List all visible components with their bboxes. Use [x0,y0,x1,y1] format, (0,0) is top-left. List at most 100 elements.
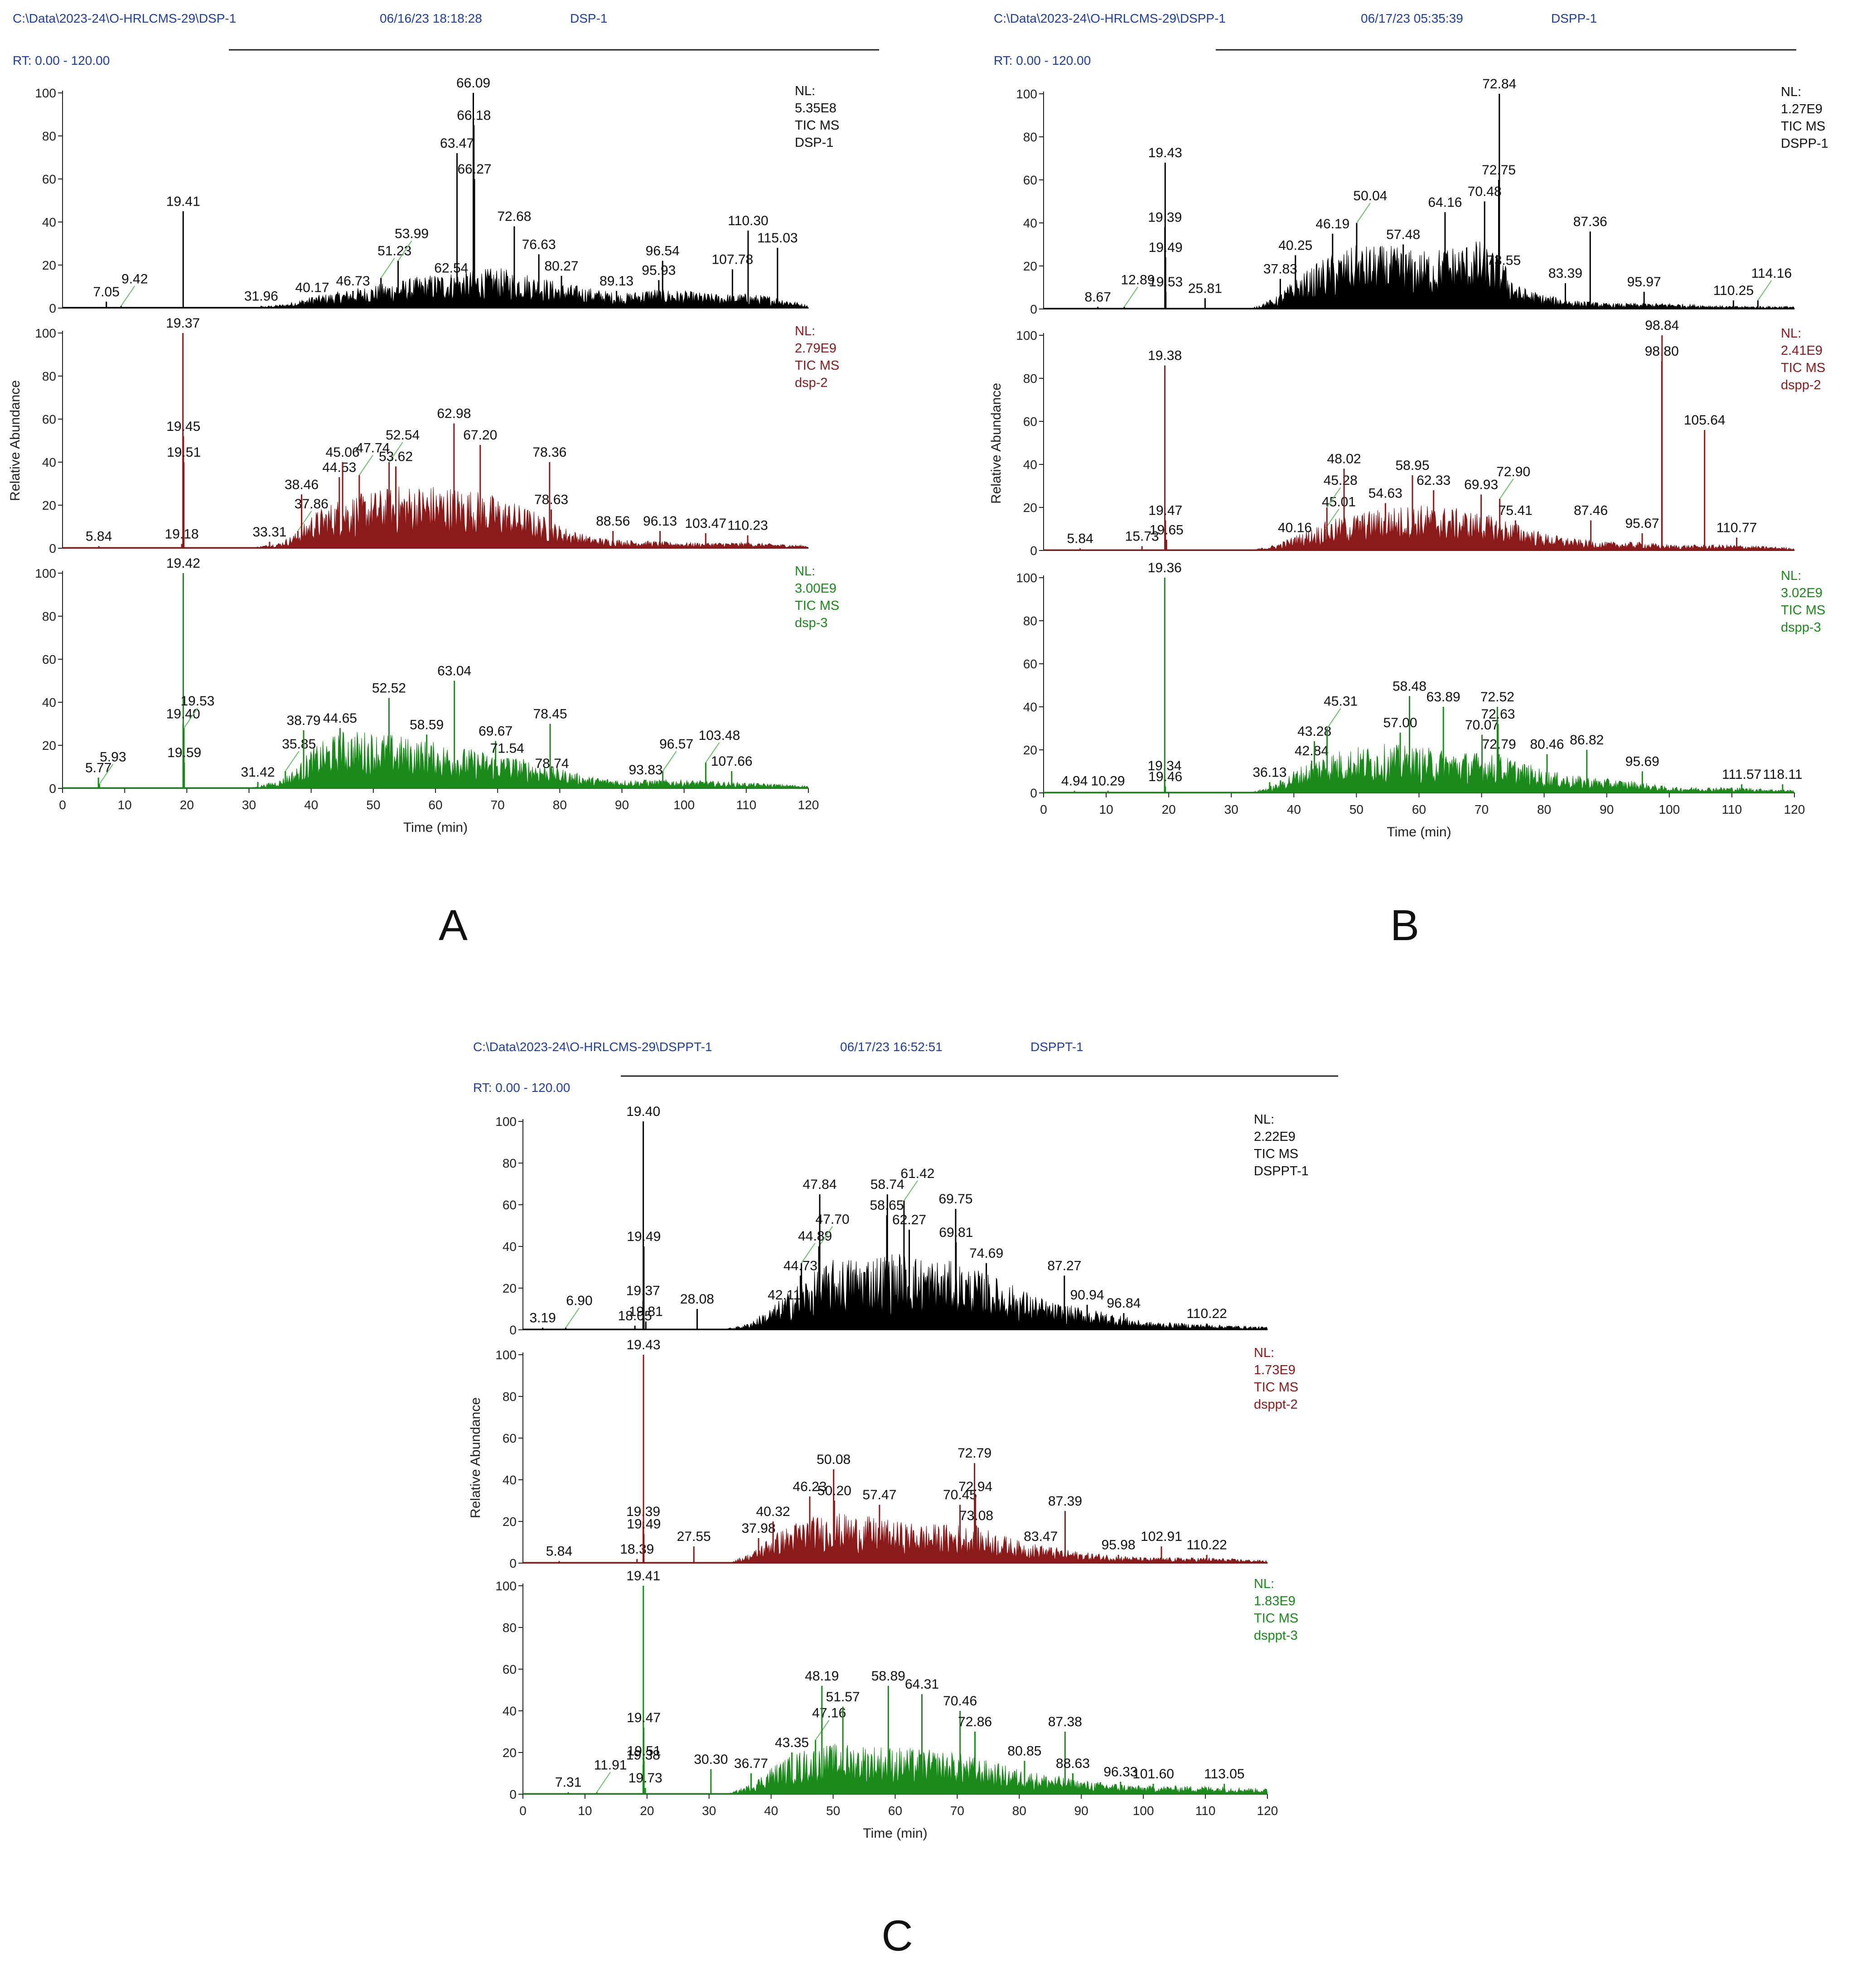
label-leader [359,454,373,476]
peak-label: 19.51 [627,1743,661,1758]
y-tick-label: 60 [1023,657,1037,671]
x-axis-label: Time (min) [1387,825,1451,840]
peak-label: 71.54 [490,741,524,756]
peak-label: 69.67 [479,724,513,739]
baseline-envelope [63,487,809,549]
x-tick-label: 30 [1224,802,1238,816]
sample-name: dsp-2 [795,376,828,390]
peak-label: 8.67 [1085,290,1111,304]
x-tick-label: 90 [615,798,629,812]
baseline-envelope [1044,744,1795,793]
peak-label: 15.73 [1125,529,1159,544]
peak-label: 19.59 [167,745,201,760]
trace-dsppt-3: 0204060801007.3111.9119.3819.4119.4719.5… [495,1569,1298,1841]
y-tick-label: 60 [42,412,56,426]
peak-label: 110.25 [1713,283,1754,298]
peak-label: 42.84 [1295,744,1329,758]
peak-label: 44.53 [322,460,356,475]
peak-label: 75.41 [1499,503,1533,518]
peak-label: 72.90 [1496,464,1530,479]
x-tick-label: 10 [578,1804,592,1818]
peak-label: 72.52 [1480,690,1514,705]
peak-label: 72.84 [1482,77,1516,92]
nl-value: 1.73E9 [1254,1363,1296,1377]
x-axis-label: Time (min) [403,820,468,835]
sample-name: dsp-3 [795,616,828,630]
peak-label: 6.90 [566,1293,592,1308]
peak-label: 19.38 [1148,348,1182,363]
y-tick-label: 0 [1030,544,1037,558]
peak-label: 67.20 [463,428,497,443]
peak-label: 105.64 [1684,413,1726,428]
peak-label: 62.98 [437,406,471,421]
y-tick-label: 0 [49,541,56,555]
peak-label: 96.13 [643,514,677,529]
x-tick-label: 80 [1537,802,1551,816]
peak-label: 19.43 [1148,145,1182,160]
x-tick-label: 0 [519,1804,527,1818]
x-tick-label: 110 [736,798,757,812]
baseline-envelope [63,732,809,789]
peak-label: 19.53 [180,694,214,709]
peak-label: 19.18 [165,527,199,542]
peak-label: 72.79 [957,1446,991,1461]
x-axis-label: Time (min) [863,1826,927,1841]
peak-label: 4.94 [1061,773,1088,788]
panel-label: B [1390,901,1419,950]
y-tick-label: 0 [49,301,56,315]
sample-name: dspp-3 [1781,620,1821,635]
panel-c: C:\Data\2023-24\O-HRLCMS-29\DSPPT-1 06/17… [468,1040,1338,1960]
y-tick-label: 0 [49,782,56,796]
peak-label: 19.43 [626,1337,660,1352]
peak-label: 40.32 [756,1504,790,1519]
peak-label: 18.39 [620,1542,654,1557]
peak-label: 19.73 [629,1771,662,1786]
scan-mode: TIC MS [1781,361,1825,375]
peak-label: 36.77 [734,1756,768,1771]
x-tick-label: 120 [798,798,819,812]
nl-value: 3.02E9 [1781,586,1823,600]
label-leader [121,285,135,306]
peak-label: 103.47 [685,516,726,531]
peak-label: 50.08 [817,1452,851,1467]
header-path: C:\Data\2023-24\O-HRLCMS-29\DSP-1 [13,11,236,25]
peak-label: 90.94 [1070,1288,1104,1303]
peak-label: 76.63 [522,237,556,252]
peak-label: 101.60 [1132,1767,1174,1782]
header-path: C:\Data\2023-24\O-HRLCMS-29\DSPP-1 [994,11,1226,25]
label-leader [388,442,403,463]
peak-label: 96.33 [1103,1764,1137,1779]
sample-name: dspp-2 [1781,378,1821,392]
peak-label: 5.84 [86,529,112,544]
peak-label: 43.28 [1297,724,1331,739]
peak-label: 3.19 [529,1310,556,1325]
panel-b: C:\Data\2023-24\O-HRLCMS-29\DSPP-1 06/17/… [989,11,1828,950]
y-tick-label: 80 [1023,614,1037,628]
peak-label: 87.36 [1573,214,1607,229]
peak-label: 69.75 [938,1192,972,1207]
peak-label: 87.38 [1048,1714,1082,1729]
peak-label: 103.48 [699,728,740,743]
peak-label: 63.04 [437,664,471,679]
label-leader [662,751,677,772]
peak-label: 52.52 [372,681,406,696]
peak-label: 72.63 [1481,707,1515,722]
x-tick-label: 20 [180,798,194,812]
peak-label: 95.93 [642,263,676,278]
y-tick-label: 40 [1023,216,1037,230]
header-path: C:\Data\2023-24\O-HRLCMS-29\DSPPT-1 [473,1040,712,1054]
peak-label: 111.57 [1722,767,1761,782]
y-tick-label: 40 [42,695,56,710]
peak-label: 66.18 [457,108,491,123]
peak-label: 61.42 [900,1166,934,1181]
panel-a: C:\Data\2023-24\O-HRLCMS-29\DSP-1 06/16/2… [8,11,879,950]
peak-label: 19.49 [1149,240,1183,255]
peak-label: 58.95 [1395,458,1429,473]
label-leader [818,1226,833,1247]
x-tick-label: 100 [673,798,695,812]
y-tick-label: 40 [503,1704,517,1718]
y-axis-label: Relative Abundance [468,1397,483,1518]
peak-label: 31.96 [244,289,278,304]
peak-label: 62.54 [434,261,468,276]
peak-label: 62.33 [1417,473,1451,488]
